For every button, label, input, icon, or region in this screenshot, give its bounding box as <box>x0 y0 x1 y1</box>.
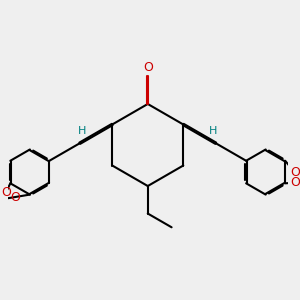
Text: O: O <box>290 176 300 189</box>
Text: O: O <box>143 61 153 74</box>
Text: O: O <box>1 185 11 199</box>
Text: H: H <box>78 126 86 136</box>
Text: O: O <box>290 166 300 179</box>
Text: H: H <box>209 126 218 136</box>
Text: O: O <box>10 190 20 204</box>
